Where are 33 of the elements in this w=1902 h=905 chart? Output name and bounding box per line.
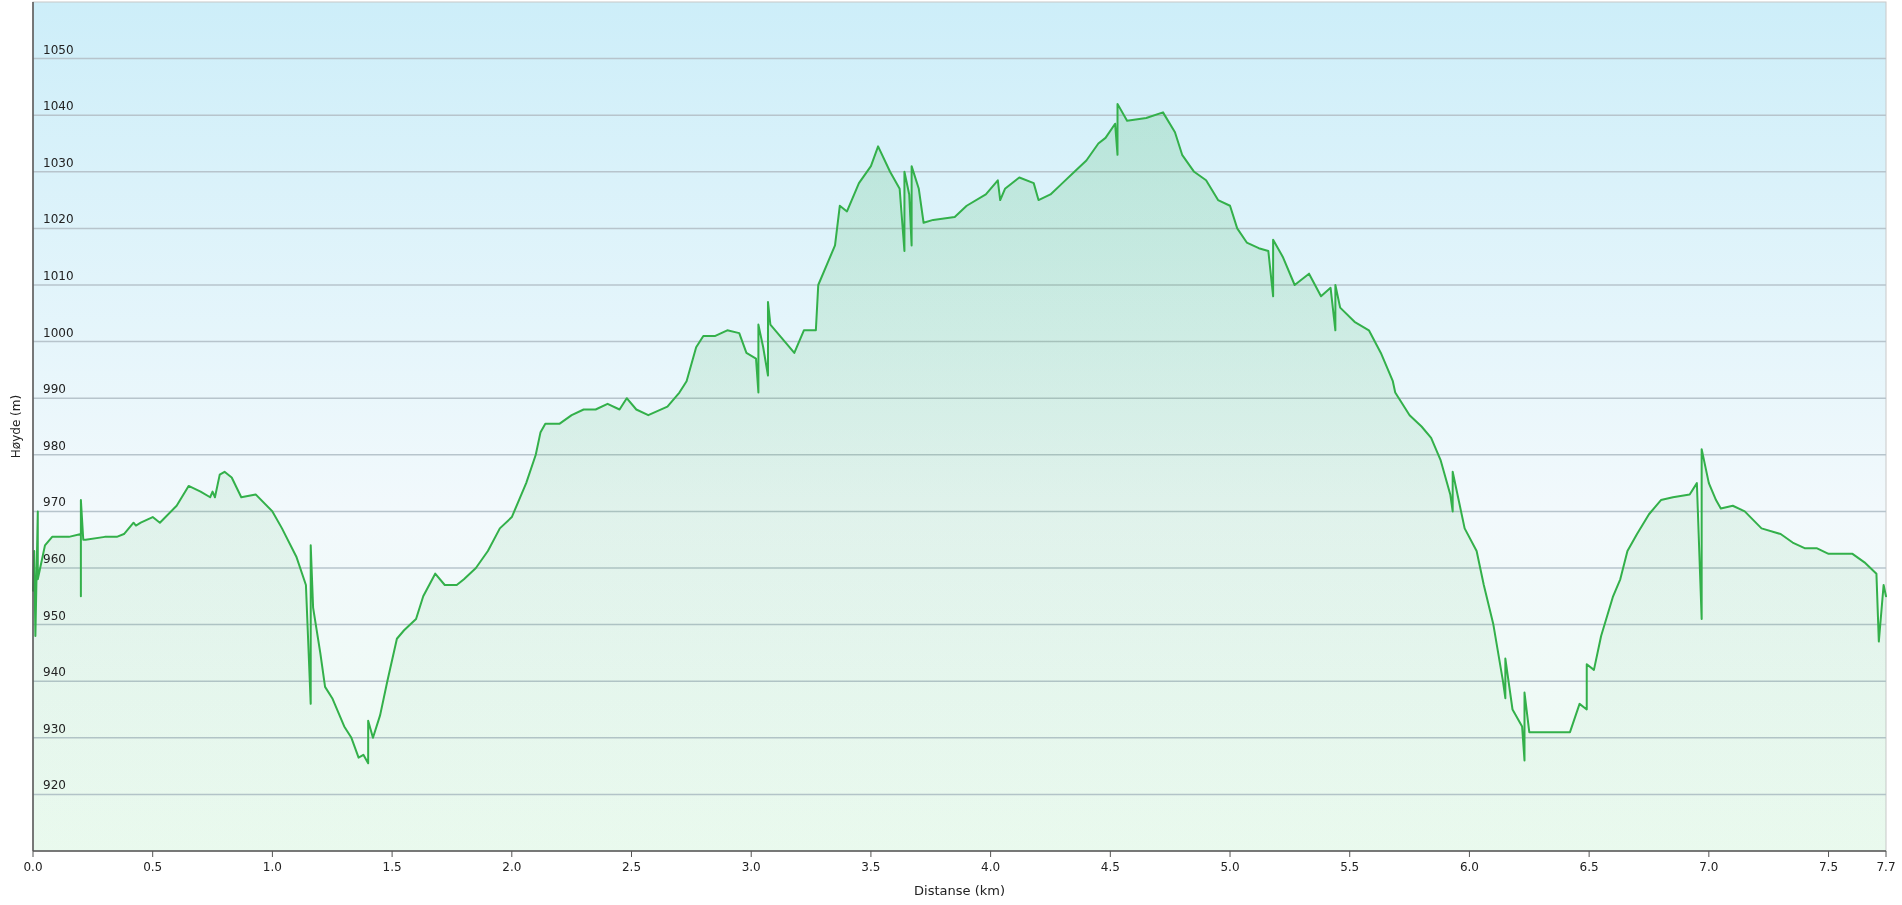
y-tick-label: 1020: [43, 212, 74, 227]
x-tick-label: 4.5: [1100, 860, 1120, 874]
x-tick-label: 3.0: [741, 860, 761, 874]
y-tick-label: 930: [43, 721, 66, 736]
y-tick-label: 1000: [43, 325, 74, 340]
y-axis-title: Høyde (m): [9, 394, 23, 459]
y-tick-label: 920: [43, 778, 66, 793]
y-tick-label: 940: [43, 665, 66, 680]
y-tick-label: 970: [43, 495, 66, 510]
x-tick-label: 7.0: [1699, 860, 1719, 874]
x-tick-label: 2.0: [502, 860, 522, 874]
x-tick-label: 6.0: [1459, 860, 1479, 874]
y-tick-label: 1010: [43, 269, 74, 283]
y-tick-label: 980: [43, 438, 66, 453]
x-tick-label: 4.0: [981, 860, 1001, 874]
x-tick-label: 5.0: [1220, 860, 1240, 874]
y-tick-label: 950: [43, 608, 66, 623]
x-tick-label: 5.5: [1340, 860, 1360, 874]
x-tick-label: 0.0: [23, 860, 43, 874]
y-tick-label: 1030: [43, 155, 74, 170]
y-tick-label: 1040: [43, 99, 74, 114]
y-tick-label: 990: [43, 382, 66, 397]
x-tick-label: 2.5: [621, 860, 642, 874]
x-axis-title: Distanse (km): [914, 883, 1005, 898]
x-tick-label: 1.0: [262, 860, 282, 874]
x-tick-label: 7.7: [1876, 860, 1896, 874]
x-tick-label: 7.5: [1819, 860, 1839, 874]
x-tick-label: 1.5: [382, 860, 402, 874]
y-tick-label: 960: [43, 552, 66, 566]
y-tick-label: 1050: [43, 42, 74, 57]
x-tick-label: 6.5: [1579, 860, 1599, 874]
x-tick-label: 3.5: [861, 860, 881, 874]
x-tick-label: 0.5: [143, 860, 163, 874]
